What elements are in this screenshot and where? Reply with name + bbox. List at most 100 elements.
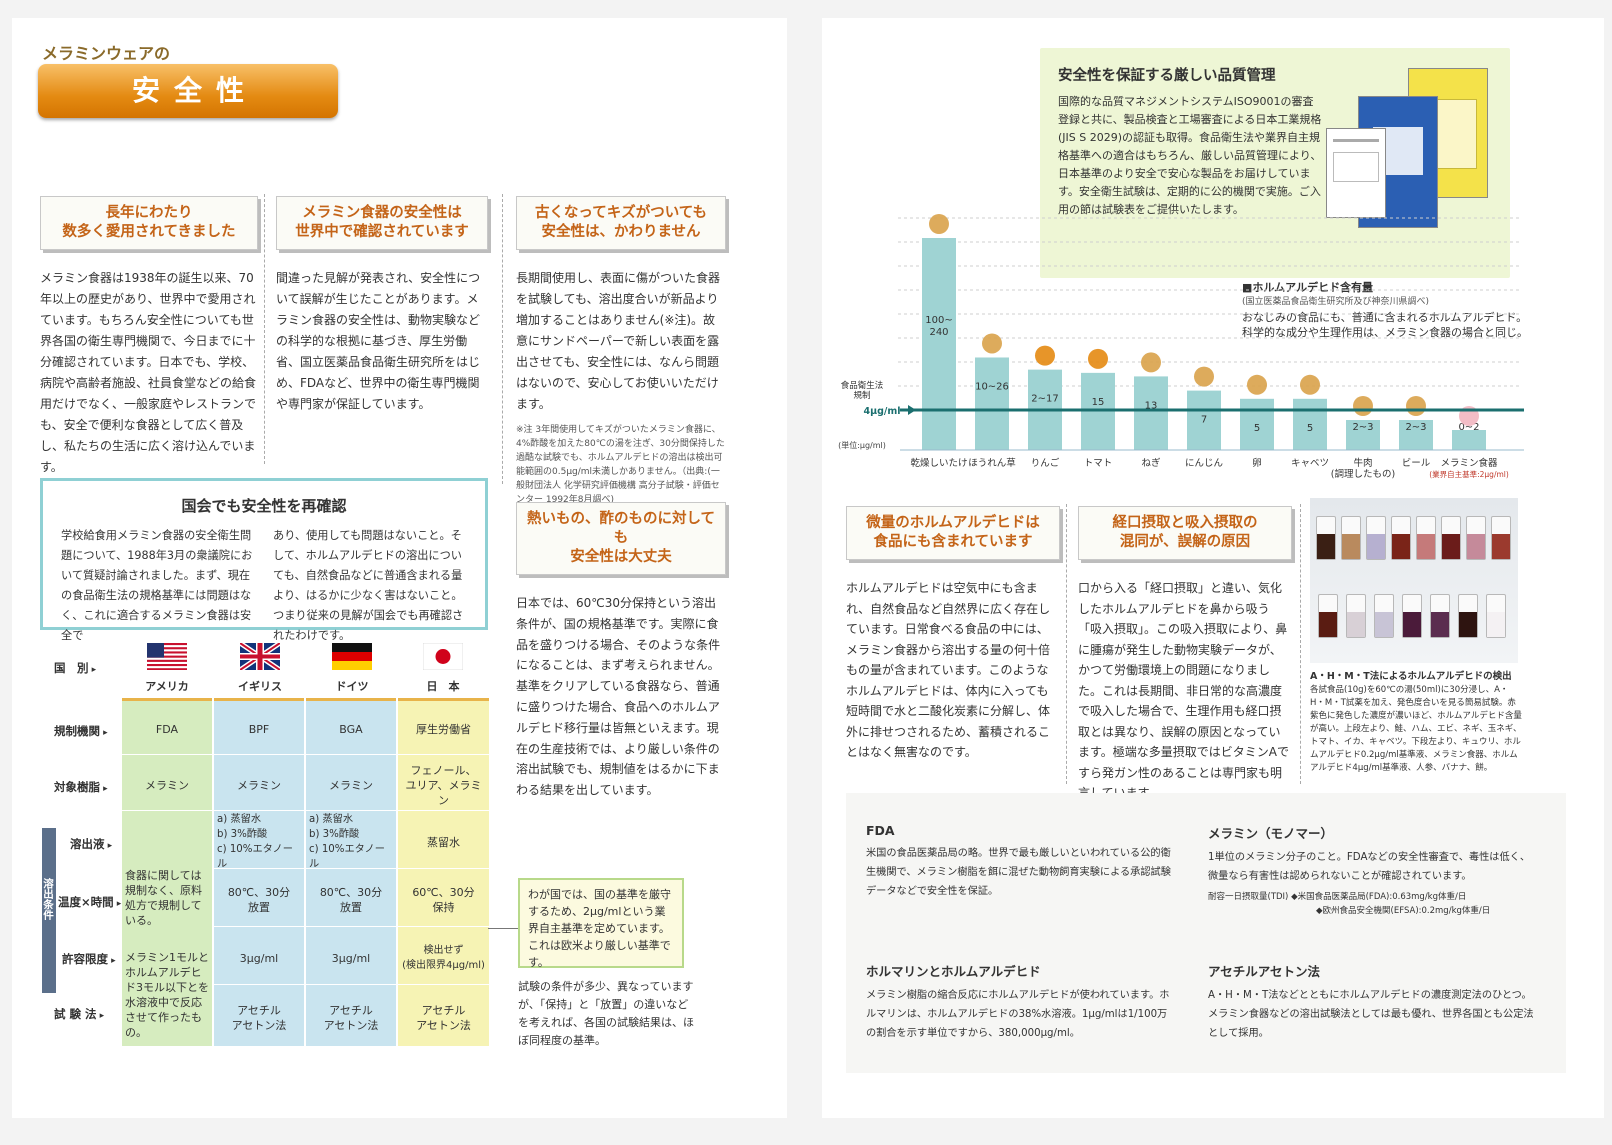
bar-value-label: 5 xyxy=(1307,423,1313,434)
bar-value-label: 13 xyxy=(1145,400,1158,411)
formaldehyde-bar-chart: 100~ 240 乾燥しいたけ 10~26 ほうれん草 2~17 りんご 15 トマト 13 ねぎ 7… xyxy=(838,214,1524,480)
chart-bar xyxy=(922,238,956,450)
table-cell: a) 蒸留水 b) 3%酢酸 c) 10%エタノール xyxy=(309,814,385,870)
left-page: メラミンウェアの 安全性 長年にわたり 数多く愛用されてきました メラミン食器は… xyxy=(12,18,787,1118)
diet-reconfirm-text-1: 学校給食用メラミン食器の安全衛生問題について、1988年3月の衆議院において質疑… xyxy=(61,529,253,642)
food-icon xyxy=(1035,345,1055,366)
food-icon xyxy=(1300,374,1320,395)
category-label: トマト xyxy=(1084,458,1113,469)
table-cell: アセチル アセトン法 xyxy=(231,1004,287,1032)
sample-vial-icon xyxy=(1366,516,1386,560)
table-cell: BPF xyxy=(248,722,270,736)
row-label-agency: 規制機関 xyxy=(54,723,124,739)
threshold-arrow-icon xyxy=(908,405,916,415)
row-label-resin: 対象樹脂 xyxy=(54,779,124,795)
section-intake-confusion-heading: 経口摂取と吸入摂取の 混同が、誤解の原因 xyxy=(1078,506,1292,560)
category-label: 牛肉(調理したもの) xyxy=(1331,457,1395,480)
threshold-label: 食品衛生法規制 xyxy=(841,380,884,401)
column-divider xyxy=(1066,504,1067,784)
table-cell: 3μg/ml xyxy=(239,951,279,965)
table-cell: アセチル アセトン法 xyxy=(323,1004,379,1032)
country-japan: 日 本 xyxy=(426,680,460,693)
section-history: 長年にわたり 数多く愛用されてきました メラミン食器は1938年の誕生以来、70… xyxy=(40,196,258,478)
page-title-banner: 安全性 xyxy=(38,64,338,118)
column-divider xyxy=(1300,504,1301,784)
sample-vial-icon xyxy=(1441,516,1461,560)
ahmt-test-caption: A・H・M・T法によるホルムアルデヒドの検出 各試食品(10g)を60℃の湯(5… xyxy=(1310,671,1522,773)
chart-bar xyxy=(1399,420,1433,450)
table-column-japan: 厚生労働省 フェノール、 ユリア、メラミン 蒸留水 60℃、30分 保持 検出せ… xyxy=(398,698,489,1046)
category-label: りんご xyxy=(1031,457,1060,469)
food-icon xyxy=(1353,396,1373,416)
chart-bar xyxy=(1293,398,1327,450)
quality-control-body: 国際的な品質マネジメントシステムISO9001の審査登録と共に、製品検査と工場審… xyxy=(1058,95,1322,216)
category-label: メラミン食器 xyxy=(1440,457,1498,469)
food-icon xyxy=(1088,348,1108,369)
table-cell: BGA xyxy=(339,722,363,736)
bar-value-label: 100~ 240 xyxy=(925,315,952,338)
germany-flag-icon xyxy=(332,643,372,670)
ahmt-test-photo xyxy=(1310,498,1518,663)
sample-vial-icon xyxy=(1466,516,1486,560)
section-history-heading: 長年にわたり 数多く愛用されてきました xyxy=(40,196,258,250)
test-condition-note: 試験の条件が多少、異なっていますが、「保持」と「放置」の違いなどを考えれば、各国… xyxy=(518,980,694,1047)
category-label: ビール xyxy=(1402,458,1431,469)
row-label-country: 国 別 xyxy=(54,660,124,676)
table-cell: メラミン xyxy=(237,778,281,792)
bar-value-label: 0~2 xyxy=(1458,422,1479,433)
country-germany: ドイツ xyxy=(335,680,369,693)
column-divider xyxy=(264,194,265,464)
glossary: FDA 米国の食品医薬品局の略。世界で最も厳しいといわれている公的衛生機関で、メ… xyxy=(846,793,1566,1073)
glossary-item-formalin: ホルマリンとホルムアルデヒド メラミン樹脂の縮合反応にホルムアルデヒドが使われて… xyxy=(866,964,1170,1039)
section-heat-vinegar-heading: 熱いもの、酢のものに対しても 安全性は大丈夫 xyxy=(516,502,726,575)
sample-vial-icon xyxy=(1374,594,1394,638)
table-cell: 蒸留水 xyxy=(427,835,460,849)
sample-vial-icon xyxy=(1402,594,1422,638)
right-page: 安全性を保証する厳しい品質管理 国際的な品質マネジメントシステムISO9001の… xyxy=(822,18,1604,1118)
section-worldwide: メラミン食器の安全性は 世界中で確認されています 間違った見解が発表され、安全性… xyxy=(276,196,488,415)
table-cell: FDA xyxy=(155,722,179,736)
table-cell: メラミン xyxy=(329,778,373,792)
section-scratches-note: ※注 3年間使用してキズがついたメラミン食器に、4%酢酸を加えた80℃の湯を注ぎ… xyxy=(516,425,725,505)
chart-bar xyxy=(975,357,1009,450)
glossary-item-acetylacetone: アセチルアセトン法 A・H・M・T法などとともにホルムアルデヒドの濃度測定法のひ… xyxy=(1208,964,1534,1039)
section-in-food: 微量のホルムアルデヒドは 食品にも含まれています ホルムアルデヒドは空気中にも含… xyxy=(846,506,1060,763)
chart-bar xyxy=(1346,420,1380,450)
food-icon xyxy=(1247,374,1267,395)
bar-value-label: 15 xyxy=(1092,397,1105,408)
table-column-usa: FDA メラミン 食器に関しては規制なく、原料処方で規制している。 メラミン1モ… xyxy=(122,698,212,1046)
table-cell: 3μg/ml xyxy=(331,951,371,965)
category-label: キャベツ xyxy=(1291,458,1329,469)
food-icon xyxy=(1194,366,1214,387)
category-label: にんじん xyxy=(1185,458,1223,469)
table-cell: フェノール、 ユリア、メラミン xyxy=(405,763,482,807)
category-note: (業界自主基準:2μg/ml) xyxy=(1429,469,1509,479)
category-label: ねぎ xyxy=(1141,457,1161,469)
bar-value-label: 2~3 xyxy=(1405,422,1426,433)
chart-source: (国立医薬品食品衛生研究所及び神奈川県調べ) xyxy=(1242,297,1430,307)
chart-unit-label: (単位:μg/ml) xyxy=(838,440,886,450)
quality-control-box: 安全性を保証する厳しい品質管理 国際的な品質マネジメントシステムISO9001の… xyxy=(1040,48,1510,278)
country-uk: イギリス xyxy=(238,680,282,693)
sample-vial-icon xyxy=(1486,594,1506,638)
chart-bar xyxy=(1452,430,1486,450)
bar-value-label: 10~26 xyxy=(975,381,1009,392)
glossary-item-melamine: メラミン（モノマー） 1単位のメラミン分子のこと。FDAなどの安全性審査で、毒性… xyxy=(1208,826,1531,916)
table-cell: 60℃、30分 保持 xyxy=(412,886,475,914)
section-scratches-heading: 古くなってキズがついても 安全性は、かわりません xyxy=(516,196,726,250)
table-column-germany: BGA メラミン a) 蒸留水 b) 3%酢酸 c) 10%エタノール 80℃、… xyxy=(306,698,396,1046)
chart-title: ■ホルムアルデヒド含有量 xyxy=(1242,281,1374,294)
chart-bar xyxy=(1187,390,1221,450)
sample-vial-icon xyxy=(1316,516,1336,560)
section-intake-confusion-body: 口から入る「経口摂取」と違い、気化したホルムアルデヒドを鼻から吸う「吸入摂取」。… xyxy=(1078,581,1290,800)
table-column-uk: BPF メラミン a) 蒸留水 b) 3%酢酸 c) 10%エタノール 80℃、… xyxy=(214,698,304,1046)
chart-bar xyxy=(1134,376,1168,450)
industry-standard-callout: わが国では、国の基準を厳守するため、2μg/mlという業界自主基準を定めています… xyxy=(518,878,684,969)
country-usa: アメリカ xyxy=(145,680,189,693)
glossary-item-fda: FDA 米国の食品医薬品局の略。世界で最も厳しいといわれている公的衛生機関で、メ… xyxy=(866,823,1171,897)
section-scratches-body: 長期間使用し、表面に傷がついた食器を試験しても、溶出度合いが新品より増加すること… xyxy=(516,271,721,411)
section-history-body: メラミン食器は1938年の誕生以来、70年以上の歴史があり、世界中で愛用されてい… xyxy=(40,271,257,474)
sample-vial-icon xyxy=(1458,594,1478,638)
column-divider xyxy=(502,194,503,484)
table-cell: 80℃、30分 放置 xyxy=(227,886,291,914)
